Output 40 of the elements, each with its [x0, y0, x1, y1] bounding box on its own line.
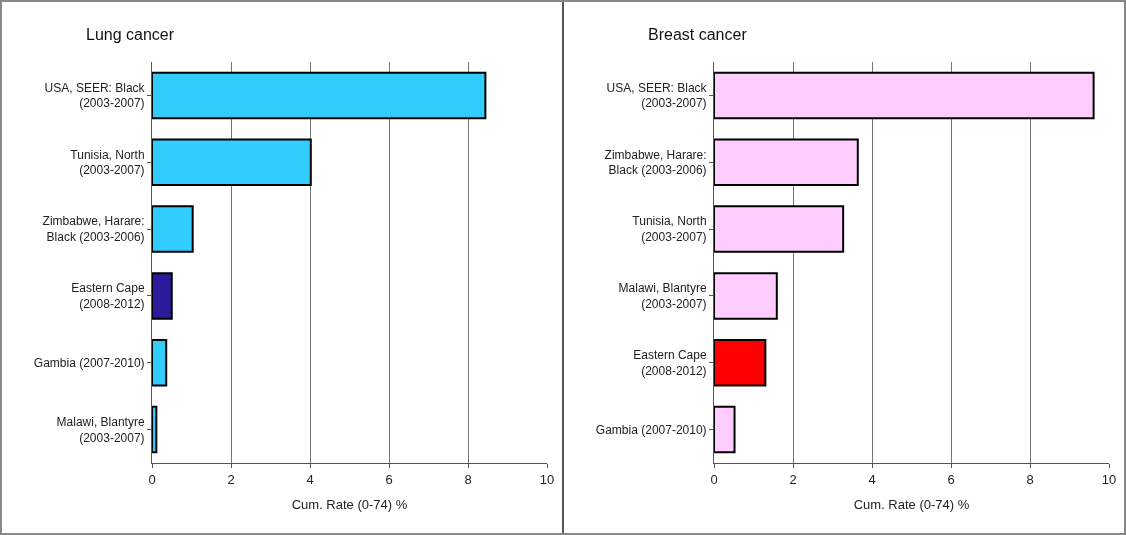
x-tick-label: 10 — [1101, 471, 1117, 487]
y-tick-label: Malawi, Blantyre (2003-2007) — [618, 281, 707, 311]
bar — [714, 405, 736, 454]
chart-title: Breast cancer — [648, 25, 748, 43]
bar — [152, 205, 194, 253]
y-tick-label: Tunisia, North (2003-2007) — [632, 214, 707, 245]
x-tick-label: 2 — [789, 471, 797, 487]
y-tick-label: Gambia (2007-2010) — [595, 422, 707, 437]
y-tick-label: Tunisia, North (2003-2007) — [70, 147, 145, 178]
bar — [714, 272, 778, 320]
chart-title: Lung cancer — [86, 25, 175, 43]
y-tick-label: Malawi, Blantyre (2003-2007) — [56, 414, 145, 445]
y-tick-label: Zimbabwe, Harare: Black (2003-2006) — [604, 147, 707, 178]
x-tick-label: 6 — [947, 471, 955, 487]
x-tick-label: 4 — [868, 471, 876, 487]
bar — [714, 339, 767, 387]
bar — [152, 405, 158, 454]
x-tick-label: 8 — [464, 471, 472, 487]
bar — [152, 339, 168, 387]
x-axis-title: Cum. Rate (0-74) % — [853, 497, 970, 513]
x-tick-label: 0 — [148, 471, 156, 487]
y-tick-label: USA, SEER: Black (2003-2007) — [606, 80, 708, 111]
bar — [152, 272, 173, 320]
y-tick-label: Eastern Cape (2008-2012) — [633, 348, 707, 378]
x-tick-label: 8 — [1026, 471, 1034, 487]
y-tick-label: USA, SEER: Black (2003-2007) — [44, 80, 146, 111]
bar — [714, 71, 1095, 120]
x-tick-label: 0 — [710, 471, 718, 487]
y-tick-label: Eastern Cape (2008-2012) — [71, 281, 145, 311]
bar — [152, 71, 487, 120]
y-tick-label: Gambia (2007-2010) — [33, 355, 145, 370]
x-tick-label: 2 — [227, 471, 235, 487]
bar — [152, 138, 312, 186]
y-tick-label: Zimbabwe, Harare: Black (2003-2006) — [42, 214, 145, 245]
x-tick-label: 4 — [306, 471, 314, 487]
bar — [714, 205, 845, 253]
x-axis-title: Cum. Rate (0-74) % — [291, 497, 408, 513]
bar — [714, 138, 859, 186]
x-tick-label: 6 — [385, 471, 393, 487]
x-tick-label: 10 — [539, 471, 555, 487]
